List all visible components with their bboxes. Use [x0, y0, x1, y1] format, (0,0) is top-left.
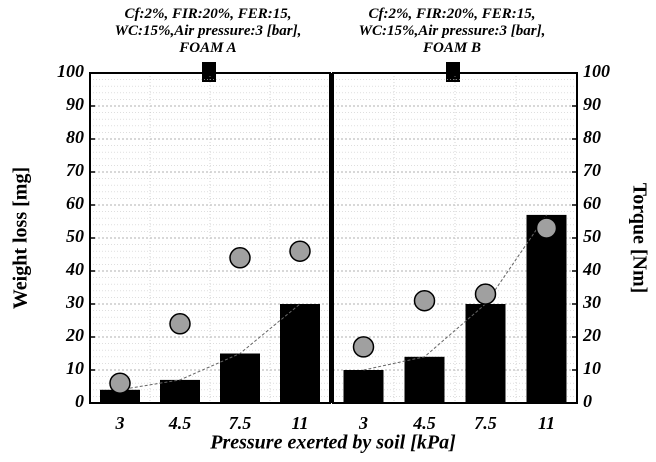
x-tick-label: 4.5 — [168, 413, 192, 433]
bar — [100, 389, 140, 403]
y-tick-label: 0 — [583, 391, 592, 411]
y-tick-label: 50 — [66, 226, 84, 246]
y-tick-label: 90 — [583, 94, 601, 114]
y-tick-label: 10 — [583, 358, 601, 378]
torque-point — [474, 283, 497, 305]
bar — [526, 214, 567, 403]
panel-title: Cf:2%, FIR:20%, FER:15, WC:15%,Air press… — [114, 6, 302, 56]
y-tick-label: 40 — [65, 259, 84, 279]
y-tick-label: 90 — [66, 94, 84, 114]
x-tick-label: 11 — [538, 413, 555, 433]
torque-point — [169, 313, 191, 335]
bar — [404, 356, 445, 403]
trend-line — [363, 214, 547, 371]
torque-point — [352, 336, 375, 358]
x-tick-label: 3 — [115, 413, 125, 433]
bar — [465, 304, 506, 403]
y-axis-label: Weight loss [mg] — [10, 167, 32, 309]
y-tick-label: 60 — [583, 193, 601, 213]
torque-point — [413, 289, 436, 312]
x-tick-label: 7.5 — [474, 413, 497, 433]
y-tick-label: 50 — [583, 226, 601, 246]
y-tick-label: 0 — [75, 391, 84, 411]
torque-point — [535, 217, 558, 239]
bar — [160, 379, 200, 403]
bar — [280, 304, 320, 403]
bar — [220, 353, 260, 403]
y-tick-label: 10 — [66, 358, 84, 378]
y-tick-label: 80 — [66, 127, 84, 147]
y-tick-label: 30 — [582, 292, 601, 312]
y-tick-label: 80 — [583, 127, 601, 147]
y-tick-label: 20 — [582, 325, 601, 345]
panel-title: Cf:2%, FIR:20%, FER:15, WC:15%,Air press… — [358, 6, 546, 56]
y-tick-label: 100 — [583, 61, 610, 81]
x-tick-label: 4.5 — [412, 413, 436, 433]
torque-point — [229, 247, 251, 269]
torque-point — [289, 240, 311, 262]
bar — [343, 370, 384, 403]
x-tick-label: 3 — [358, 413, 368, 433]
torque-point — [109, 372, 131, 394]
x-axis-label: Pressure exerted by soil [kPa] — [209, 432, 456, 454]
trend-line — [119, 303, 301, 391]
y-tick-label: 70 — [66, 160, 84, 180]
y2-axis-label: Torque [Nm] — [628, 183, 650, 294]
y-tick-label: 20 — [65, 325, 84, 345]
y-tick-label: 70 — [583, 160, 601, 180]
x-tick-label: 7.5 — [229, 413, 252, 433]
y-tick-label: 100 — [57, 61, 84, 81]
y-tick-label: 60 — [66, 193, 84, 213]
y-tick-label: 40 — [582, 259, 601, 279]
y-tick-label: 30 — [65, 292, 84, 312]
x-tick-label: 11 — [291, 413, 308, 433]
